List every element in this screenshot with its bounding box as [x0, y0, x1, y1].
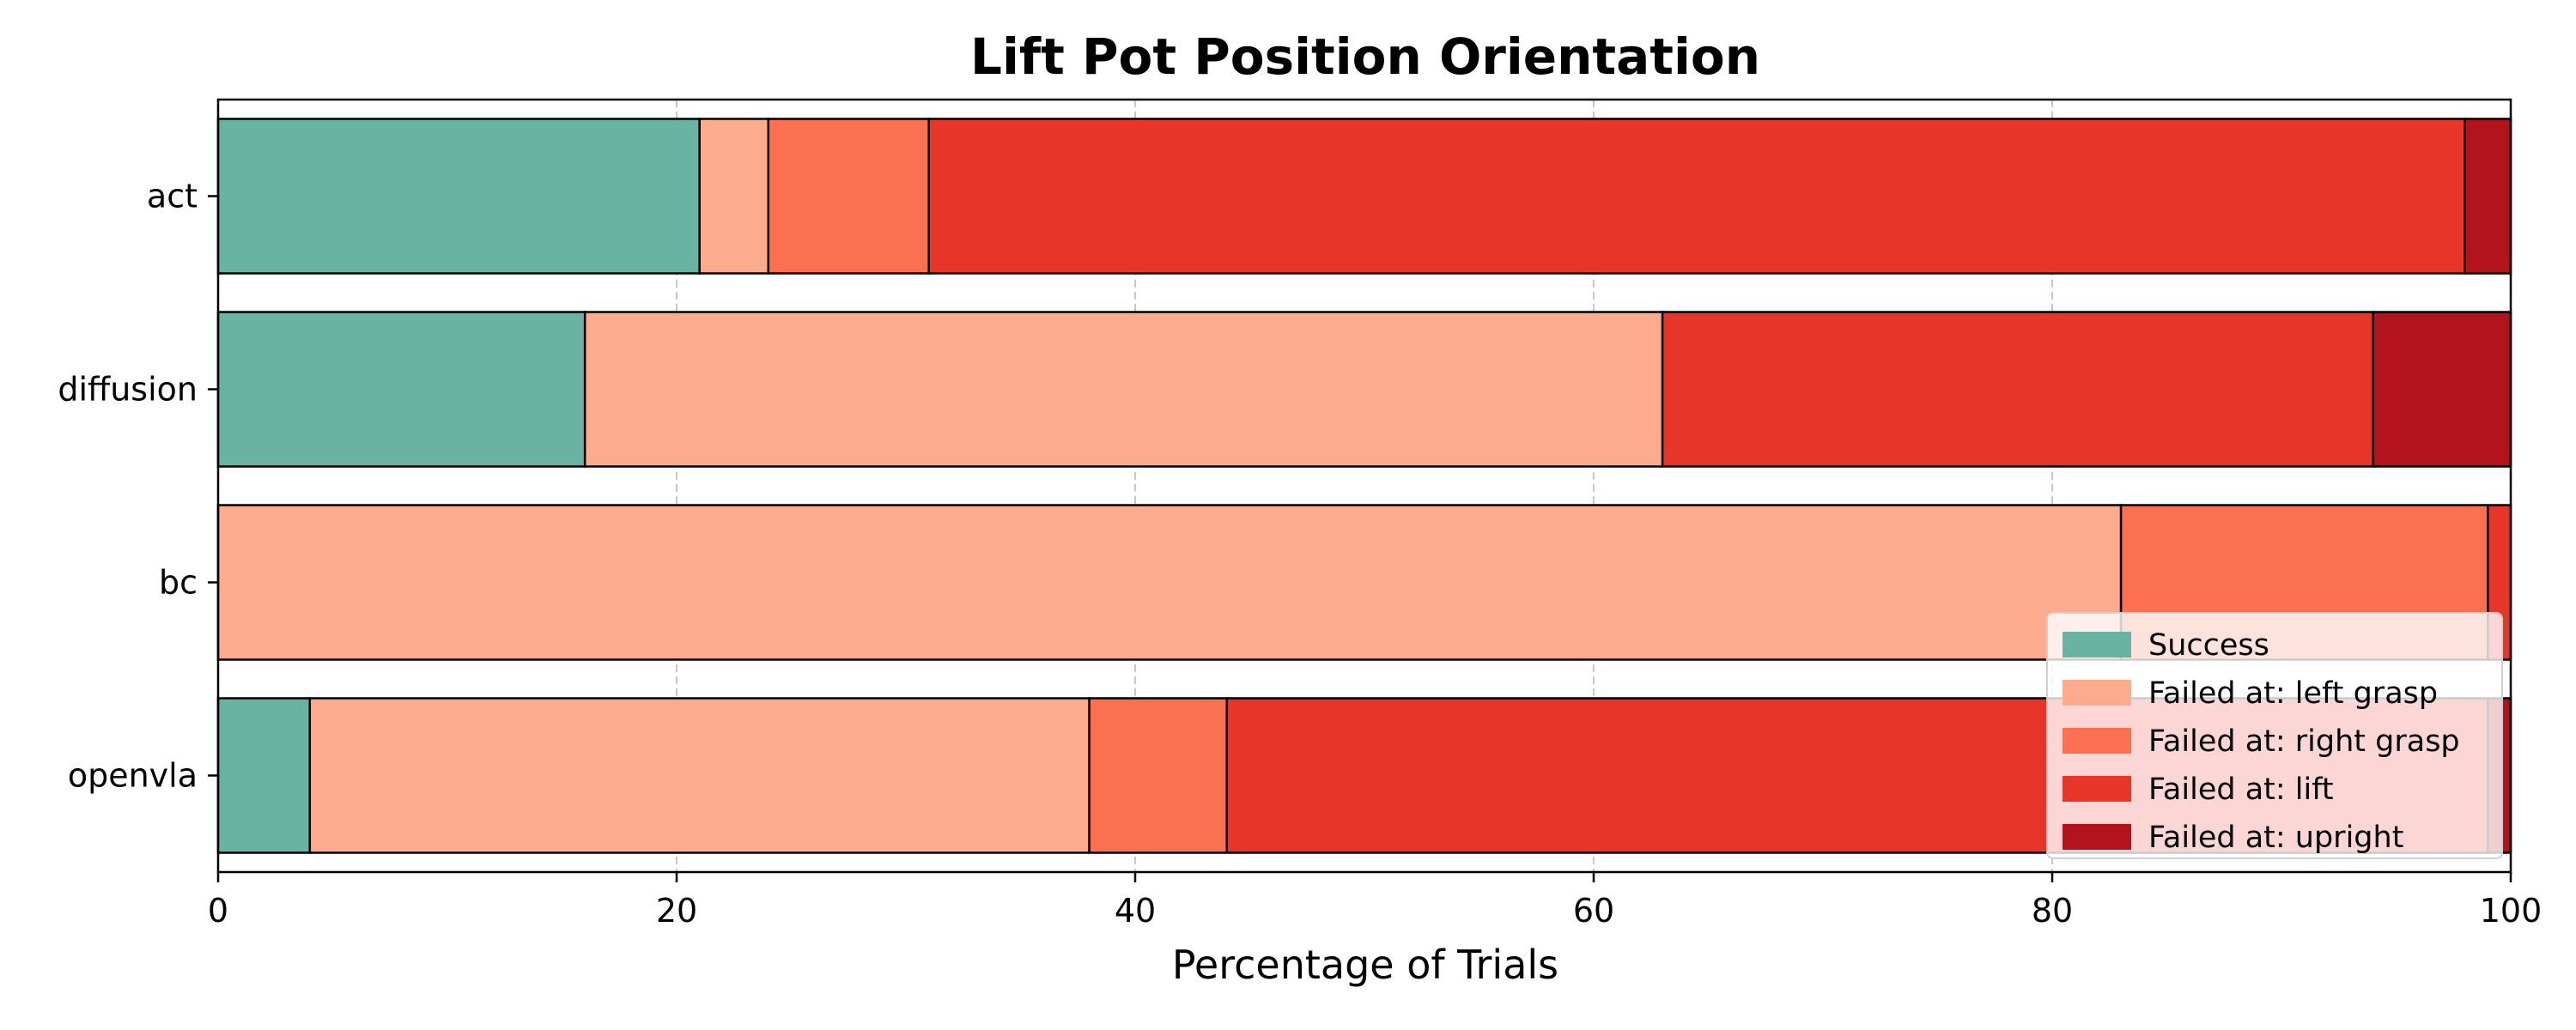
chart-title: Lift Pot Position Orientation [970, 27, 1760, 86]
legend-swatch-2 [2063, 728, 2131, 754]
x-axis: 0 20 40 60 80 100 [208, 872, 2542, 930]
legend-box [2046, 612, 2503, 859]
legend-swatch-3 [2063, 776, 2131, 802]
y-tick-label-act: act [147, 178, 197, 215]
bar-segment-diffusion-1 [583, 311, 1664, 468]
bar-segment-diffusion-0 [216, 311, 586, 468]
bar-segment-act-2 [767, 118, 930, 275]
y-tick-label-diffusion: diffusion [58, 371, 197, 409]
bar-segment-openvla-0 [216, 697, 312, 854]
legend-label-1: Failed at: left grasp [2148, 676, 2438, 711]
bar-segment-diffusion-4 [2372, 311, 2512, 468]
bar-segment-openvla-1 [308, 697, 1091, 854]
legend-label-4: Failed at: upright [2148, 821, 2403, 855]
bar-segment-act-0 [216, 118, 701, 275]
bar-segment-openvla-2 [1088, 697, 1229, 854]
bar-segment-act-4 [2464, 118, 2512, 275]
bar-segment-diffusion-3 [1661, 311, 2375, 468]
x-tick-label: 80 [2032, 892, 2073, 930]
bar-segment-act-3 [927, 118, 2466, 275]
legend-label-2: Failed at: right grasp [2148, 724, 2460, 759]
x-axis-label: Percentage of Trials [1172, 942, 1558, 988]
legend-label-0: Success [2148, 628, 2269, 663]
bar-segment-bc-1 [216, 504, 2123, 661]
legend: Success Failed at: left grasp Failed at: r… [2046, 612, 2503, 859]
legend-swatch-0 [2063, 632, 2131, 657]
legend-swatch-1 [2063, 680, 2131, 706]
legend-label-3: Failed at: lift [2148, 772, 2334, 807]
x-tick-label: 60 [1573, 892, 1614, 930]
x-tick-label: 20 [656, 892, 697, 930]
y-tick-label-openvla: openvla [68, 757, 197, 795]
x-tick-label: 0 [208, 892, 228, 930]
x-tick-label: 40 [1115, 892, 1156, 930]
bar-segment-act-1 [698, 118, 770, 275]
y-tick-label-bc: bc [159, 564, 197, 602]
plot-frame [216, 98, 2512, 874]
legend-swatch-4 [2063, 824, 2131, 850]
y-axis: act diffusion bc openvla [58, 178, 218, 795]
x-tick-label: 100 [2480, 892, 2543, 930]
